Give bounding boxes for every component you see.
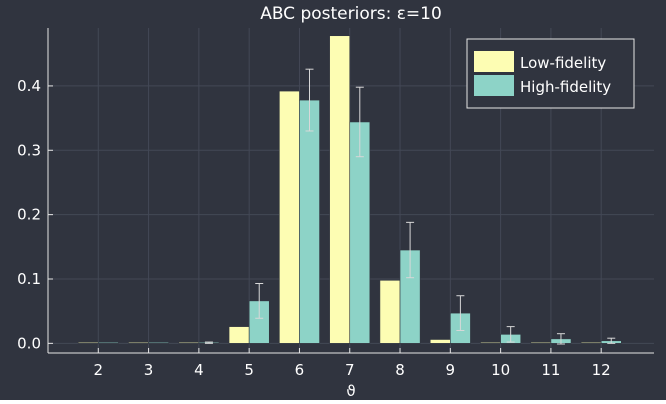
bar-low-fidelity <box>178 342 200 344</box>
y-tick-label: 0.4 <box>17 77 41 95</box>
legend-label-high-fidelity: High-fidelity <box>520 78 611 96</box>
x-ticks: 2 3 4 5 6 7 8 9 10 11 12 <box>94 348 611 379</box>
bar-low-fidelity <box>279 90 300 344</box>
y-tick-label: 0.2 <box>17 206 41 224</box>
legend: Low-fidelity High-fidelity <box>466 38 635 109</box>
bar-high-fidelity <box>148 342 169 344</box>
x-tick-label: 9 <box>446 361 456 379</box>
y-tick-label: 0.1 <box>17 270 41 288</box>
bar-low-fidelity <box>580 342 602 344</box>
error-bars <box>204 68 616 345</box>
x-tick-label: 10 <box>491 361 510 379</box>
x-tick-label: 11 <box>541 361 560 379</box>
chart-title: ABC posteriors: ε=10 <box>260 4 442 24</box>
x-tick-label: 7 <box>345 361 355 379</box>
bar-low-fidelity <box>77 342 99 344</box>
x-tick-label: 5 <box>244 361 254 379</box>
x-axis-label: ϑ <box>346 382 355 400</box>
bars <box>77 35 622 344</box>
bar-low-fidelity <box>128 342 149 344</box>
legend-swatch-low-fidelity <box>474 51 514 72</box>
bar-low-fidelity <box>429 339 451 344</box>
y-tick-label: 0.3 <box>17 141 41 159</box>
bar-low-fidelity <box>480 342 501 344</box>
x-tick-label: 6 <box>295 361 305 379</box>
bar-high-fidelity <box>97 342 119 344</box>
bar-low-fidelity <box>379 279 401 344</box>
y-ticks: 0.0 0.1 0.2 0.3 0.4 <box>17 77 53 352</box>
y-tick-label: 0.0 <box>17 334 41 352</box>
x-tick-label: 3 <box>144 361 154 379</box>
x-tick-label: 12 <box>592 361 611 379</box>
x-tick-label: 2 <box>94 361 104 379</box>
legend-box <box>466 38 635 109</box>
bar-high-fidelity <box>299 99 320 344</box>
bar-low-fidelity <box>329 35 351 344</box>
bar-low-fidelity <box>228 326 250 344</box>
x-tick-label: 4 <box>194 361 204 379</box>
x-tick-label: 8 <box>395 361 405 379</box>
legend-label-low-fidelity: Low-fidelity <box>520 54 606 72</box>
legend-swatch-high-fidelity <box>474 75 514 96</box>
bar-low-fidelity <box>530 342 552 344</box>
